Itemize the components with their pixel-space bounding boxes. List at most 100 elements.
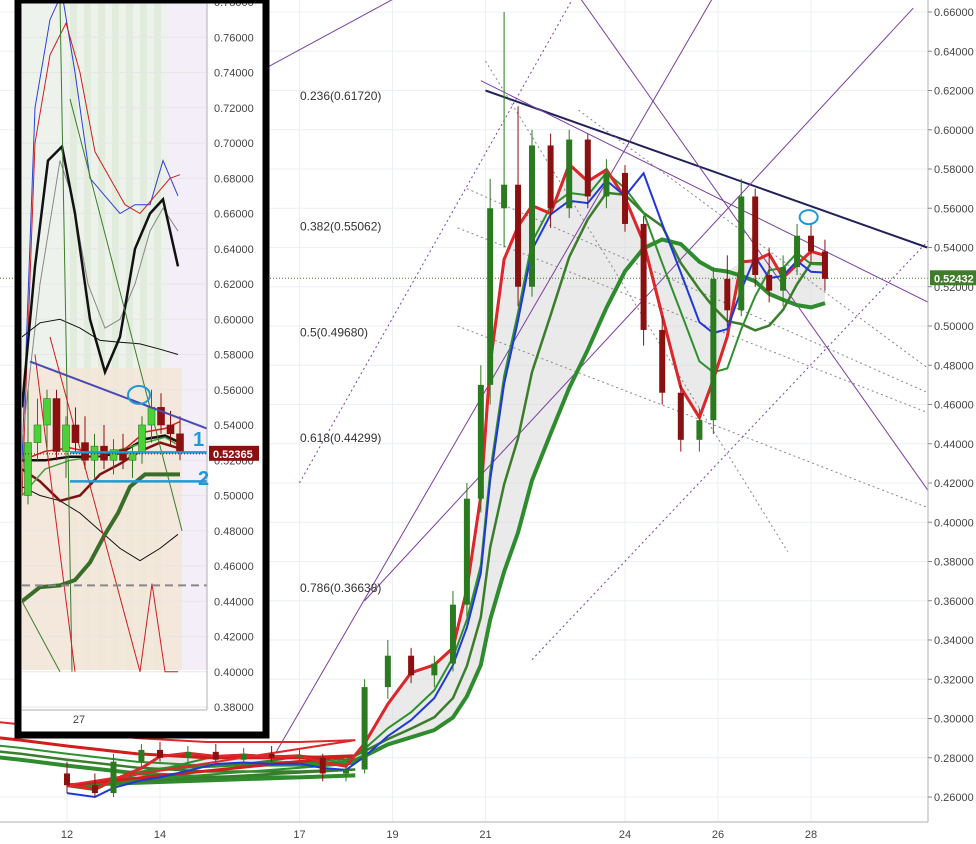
inset-price-tick-label: 0.54000 — [214, 420, 254, 432]
price-tick-label: 0.46000 — [934, 400, 974, 412]
candle-body — [343, 769, 349, 774]
current-price-badge: 0.52432 — [930, 270, 976, 286]
time-axis-background — [0, 822, 976, 844]
candle-body — [566, 139, 573, 209]
inset-gridlines — [22, 1, 207, 708]
inset-price-tick-label: 0.44000 — [214, 596, 254, 608]
price-tick-label: 0.62000 — [934, 86, 974, 98]
current-price-badge-background — [930, 270, 976, 286]
pitchfork-line — [364, 7, 914, 602]
inset-highlight-circle — [127, 385, 151, 406]
inset-price-tick-label: 0.72000 — [214, 103, 254, 115]
inset-candle-body — [109, 449, 118, 461]
inset-band-lower — [22, 486, 179, 562]
inset-overlays — [22, 360, 207, 483]
inset-blank-band — [22, 670, 207, 710]
price-tick-label: 0.40000 — [934, 517, 974, 529]
inset-price-tick-label: 0.78000 — [214, 0, 254, 9]
ma-ribbon-fill — [67, 164, 825, 790]
inset-price-tick-label: 0.46000 — [214, 561, 254, 573]
inset-candle-body — [119, 449, 127, 461]
channel-lines — [0, 0, 928, 753]
pitchfork-line — [275, 0, 713, 753]
descending-trendline — [485, 89, 928, 249]
support-label-2: 2 — [198, 468, 209, 490]
inset-price-badge-background — [209, 445, 259, 461]
candlestick-series — [64, 12, 828, 797]
fibonacci-label: 0.236(0.61720) — [300, 89, 381, 103]
candle-body — [821, 251, 828, 279]
candle-body — [529, 145, 535, 287]
price-tick-label: 0.36000 — [934, 596, 974, 608]
inset-price-tick-label: 0.42000 — [214, 632, 254, 644]
price-axis-background — [928, 0, 976, 822]
highlight-circle — [798, 209, 819, 226]
inset-band-upper — [22, 318, 179, 355]
inset-time-axis-ticks: 27 — [73, 714, 85, 726]
candle-body — [138, 749, 145, 762]
chart-overlays — [798, 209, 819, 226]
inset-border — [14, 0, 270, 739]
inset-diagonal — [34, 354, 76, 672]
candle-body — [659, 329, 666, 393]
price-tick-label: 0.28000 — [934, 753, 974, 765]
inset-oscillator-grey — [22, 160, 179, 443]
dotted-fan-line — [485, 60, 789, 552]
candle-body — [640, 223, 647, 330]
price-tick-label: 0.38000 — [934, 557, 974, 569]
candle-body — [110, 761, 117, 794]
inset-oscillator-red — [22, 21, 181, 496]
pitchfork-line — [580, 0, 928, 492]
candle-body — [547, 145, 554, 209]
price-tick-label: 0.58000 — [934, 164, 974, 176]
inset-diagonal — [59, 1, 73, 672]
candle-body — [696, 420, 703, 440]
price-tick-label: 0.42000 — [934, 478, 974, 490]
inset-price-tick-label: 0.64000 — [214, 244, 254, 256]
time-tick-label: 24 — [619, 829, 631, 841]
inset-price-tick-label: 0.56000 — [214, 385, 254, 397]
inset-green-stripe — [84, 0, 91, 670]
inset-price-tick-label: 0.76000 — [214, 32, 254, 44]
candle-body — [319, 757, 326, 774]
inset-current-price-badge: 0.52365 — [209, 445, 259, 461]
candle-body — [808, 235, 814, 252]
candle-body — [64, 773, 70, 786]
candle-body — [157, 749, 163, 758]
support-label-1: 1 — [193, 429, 204, 451]
inset-price-tick-label: 0.58000 — [214, 350, 254, 362]
inset-candle-body — [52, 398, 61, 452]
time-tick-label: 28 — [805, 829, 817, 841]
time-tick-label: 12 — [61, 829, 73, 841]
inset-chart[interactable]: 0.78000 0.76000 0.74000 0.72000 0.70000 0.680… — [14, 0, 270, 739]
candle-body — [515, 184, 522, 287]
price-tick-label: 0.56000 — [934, 203, 974, 215]
price-tick-label: 0.54000 — [934, 243, 974, 255]
candle-body — [384, 655, 391, 688]
ma-slow-line — [0, 237, 826, 792]
price-axis-ticks: 0.66000 0.64000 0.62000 0.60000 0.58000 0.560… — [928, 7, 974, 804]
candle-body — [184, 751, 191, 758]
dotted-fan-line — [578, 109, 928, 369]
inset-candle-body — [138, 424, 146, 454]
time-axis-ticks: 12 14 17 19 21 24 26 28 — [61, 829, 817, 841]
candle-body — [752, 196, 759, 275]
inset-price-tick-label: 0.50000 — [214, 491, 254, 503]
inset-diagonal — [22, 601, 61, 672]
inset-green-stripe — [112, 0, 119, 670]
inset-descending-trendline — [29, 360, 207, 430]
inset-green-stripe — [140, 0, 147, 670]
candle-body — [794, 235, 801, 268]
inset-green-stripe — [98, 0, 105, 670]
price-tick-label: 0.26000 — [934, 792, 974, 804]
inset-candle-body — [71, 424, 80, 443]
candle-body — [677, 392, 684, 440]
inset-price-tick-label: 0.66000 — [214, 209, 254, 221]
candle-body — [603, 172, 610, 197]
candle-body — [477, 384, 484, 499]
pitchfork-line — [480, 80, 928, 303]
time-tick-label: 19 — [386, 829, 398, 841]
candle-body — [622, 172, 628, 224]
inset-price-axis-ticks: 0.78000 0.76000 0.74000 0.72000 0.70000 0.680… — [214, 0, 254, 714]
